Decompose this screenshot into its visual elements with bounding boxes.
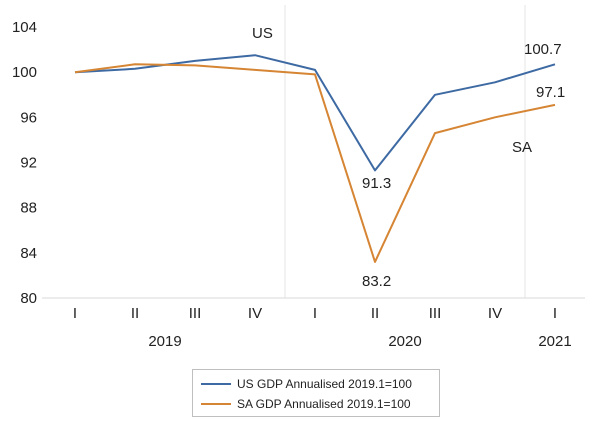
year-label: 2021 <box>538 333 571 350</box>
x-tick-label: II <box>131 305 139 322</box>
series-line-sa <box>74 63 556 263</box>
y-tick-label: 84 <box>20 245 37 262</box>
y-tick-label: 104 <box>12 19 37 36</box>
y-tick-label: 92 <box>20 155 37 172</box>
series-line-us <box>74 54 556 172</box>
legend-item-us: US GDP Annualised 2019.1=100 <box>201 375 412 393</box>
y-axis-ticks: 80 84 88 92 96 100 104 <box>12 19 37 307</box>
x-tick-label: II <box>371 305 379 322</box>
x-tick-label: III <box>189 305 202 322</box>
x-tick-label: III <box>429 305 442 322</box>
annotation-sa: SA <box>512 139 532 156</box>
series-lines <box>74 54 556 263</box>
y-tick-label: 80 <box>20 290 37 307</box>
year-labels: 2019 2020 2021 <box>148 333 571 350</box>
legend-label-us: US GDP Annualised 2019.1=100 <box>237 377 412 391</box>
legend-label-sa: SA GDP Annualised 2019.1=100 <box>237 397 411 411</box>
x-tick-label: I <box>313 305 317 322</box>
y-tick-label: 88 <box>20 200 37 217</box>
annotation-sa-last: 97.1 <box>536 84 565 101</box>
y-tick-label: 96 <box>20 109 37 126</box>
year-label: 2019 <box>148 333 181 350</box>
legend-swatch-sa <box>201 403 231 405</box>
annotation-us-last: 100.7 <box>524 41 562 58</box>
legend-swatch-us <box>201 383 231 385</box>
annotation-us: US <box>252 25 273 42</box>
x-tick-label: IV <box>248 305 262 322</box>
legend-item-sa: SA GDP Annualised 2019.1=100 <box>201 395 411 413</box>
annotation-us-trough: 91.3 <box>362 175 391 192</box>
x-tick-label: I <box>553 305 557 322</box>
legend: US GDP Annualised 2019.1=100 SA GDP Annu… <box>192 369 440 417</box>
x-tick-label: IV <box>488 305 502 322</box>
year-label: 2020 <box>388 333 421 350</box>
year-separators <box>284 5 526 298</box>
annotation-sa-trough: 83.2 <box>362 273 391 290</box>
x-tick-label: I <box>73 305 77 322</box>
y-tick-label: 100 <box>12 64 37 81</box>
x-axis-ticks: I II III IV I II III IV I <box>73 305 557 322</box>
